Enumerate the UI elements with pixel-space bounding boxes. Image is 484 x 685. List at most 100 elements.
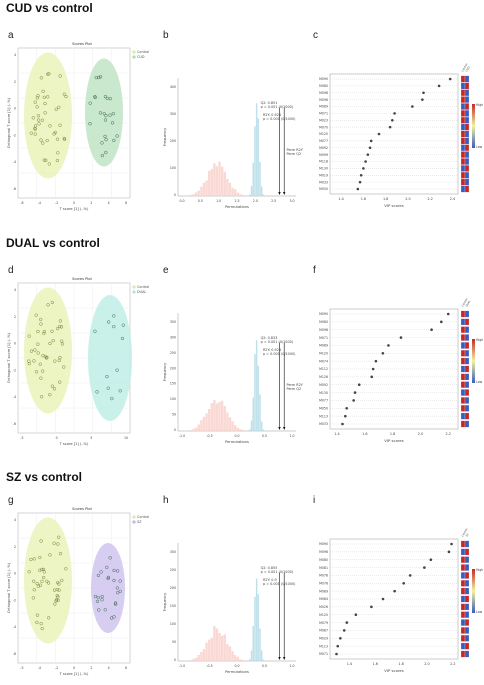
perm-y-tick-label: 100 <box>170 166 176 170</box>
vip-heat-cell-case <box>464 318 470 326</box>
vip-feature-label: M074 <box>319 359 328 363</box>
perm-r2y-bar <box>262 659 265 661</box>
vip-feature-label: M079 <box>319 621 328 625</box>
vip-heat-cell-control <box>460 123 466 131</box>
score-point <box>115 134 119 138</box>
vip-heat-column-label: DUAL <box>464 299 471 308</box>
score-point <box>40 579 44 583</box>
perm-q2-bar <box>205 413 208 431</box>
vip-feature-label: M050 <box>319 406 328 410</box>
score-point <box>42 158 46 162</box>
perm-q2-value: Q2: 0.851 <box>261 101 278 105</box>
perm-r2y-bar <box>249 429 251 431</box>
perm-r2y-bar <box>250 420 253 431</box>
vip-heat-cell-control <box>460 116 466 124</box>
perm-y-axis-label: Frequency <box>163 127 167 146</box>
score-point <box>103 95 108 99</box>
perm-x-tick-label: 0.0 <box>179 199 184 203</box>
score-point <box>57 358 61 363</box>
perm-x-tick-label: 1.5 <box>234 199 239 203</box>
vip-point <box>366 153 370 156</box>
score-point <box>95 599 100 603</box>
vip-feature-label: M050 <box>319 187 328 191</box>
score-point <box>39 76 43 80</box>
score-point <box>93 95 97 99</box>
perm-y-tick-label: 250 <box>170 568 176 572</box>
perm-r2y-pvalue: p = 0.001 (0/1000) <box>263 582 296 586</box>
score-point <box>38 555 42 560</box>
vip-x-tick-label: 2.0 <box>418 432 423 436</box>
perm-x-tick-label: 1.0 <box>289 434 294 438</box>
vip-heat-cell-case <box>464 75 470 83</box>
score-point <box>35 96 39 100</box>
score-point <box>62 365 66 369</box>
score-legend-marker <box>132 55 136 59</box>
vip-heat-cell-case <box>464 420 470 428</box>
vip-heat-cell-case <box>464 627 470 634</box>
vip-heat-cell-control <box>460 334 466 341</box>
perm-q2-bar <box>239 194 242 196</box>
score-plot-title: Scores Plot <box>72 277 92 281</box>
vip-feature-label: M130 <box>319 391 328 395</box>
perm-r2y-bar <box>262 429 265 431</box>
vip-heat-cell-control <box>460 556 466 564</box>
perm-r2y-pvalue: p = 0.001 (0/1000) <box>263 117 296 121</box>
score-point <box>53 602 57 606</box>
vip-feature-label: M078 <box>319 574 328 578</box>
perm-q2-bar <box>194 192 198 196</box>
perm-y-tick-label: 100 <box>170 397 176 401</box>
score-x-tick-label: 5 <box>90 436 92 440</box>
score-point <box>110 396 114 401</box>
perm-y-axis-label: Frequency <box>163 592 167 611</box>
vip-feature-label: M096 <box>319 98 328 102</box>
score-point <box>112 615 116 619</box>
score-point <box>41 354 45 358</box>
vip-x-tick-label: 2.2 <box>446 432 451 436</box>
score-point <box>36 94 40 98</box>
vip-point <box>362 167 365 170</box>
vip-x-tick-label: 1.6 <box>362 432 367 436</box>
perm-q2-bar <box>202 649 206 661</box>
perm-q2-bar <box>228 182 232 196</box>
perm-r2y-value: R2Y: 0.924 <box>263 348 281 352</box>
panel-letter-b: b <box>163 30 169 41</box>
vip-heat-cell-control <box>460 82 466 90</box>
score-point <box>35 620 39 625</box>
score-point <box>55 326 60 331</box>
perm-r2y-bar <box>259 394 261 431</box>
vip-heat-cell-control <box>460 642 466 650</box>
vip-x-tick-label: 1.6 <box>361 197 366 201</box>
score-point <box>33 124 38 128</box>
score-point <box>118 389 122 393</box>
score-point <box>112 138 116 143</box>
perm-r2y-bar <box>260 186 263 196</box>
score-point <box>32 588 36 592</box>
score-x-axis-label: T score [1] (..%) <box>59 442 89 446</box>
perm-r2y-arrow-head <box>283 192 286 195</box>
vip-heat-cell-case <box>464 373 470 381</box>
score-y-tick-label: -4 <box>13 160 16 164</box>
score-point <box>53 359 57 363</box>
score-point <box>118 579 122 583</box>
score-legend-label: Control <box>137 285 149 289</box>
perm-q2-pvalue: p = 0.001 (0/1000) <box>261 570 294 574</box>
score-point <box>102 112 106 116</box>
vip-heat-cell-control <box>460 412 466 420</box>
score-legend-label: Control <box>137 515 149 519</box>
perm-x-tick-label: -1.0 <box>179 664 185 668</box>
perm-q2-bar <box>220 166 224 196</box>
vip-heat-cell-control <box>460 144 466 152</box>
vip-point <box>358 180 362 184</box>
vip-heat-cell-control <box>460 110 466 117</box>
vip-heat-cell-control <box>460 572 466 579</box>
perm-q2-bar <box>197 190 200 196</box>
vip-heat-cell-case <box>464 404 470 412</box>
vip-feature-label: M077 <box>319 399 328 403</box>
perm-r2y-bar <box>252 397 254 431</box>
perm-q2-arrow-head <box>278 192 281 195</box>
vip-feature-label: M126 <box>319 375 328 379</box>
perm-y-tick-label: 0 <box>174 658 176 662</box>
score-point <box>58 355 62 360</box>
score-point <box>38 568 42 572</box>
vip-heat-cell-control <box>460 326 466 334</box>
